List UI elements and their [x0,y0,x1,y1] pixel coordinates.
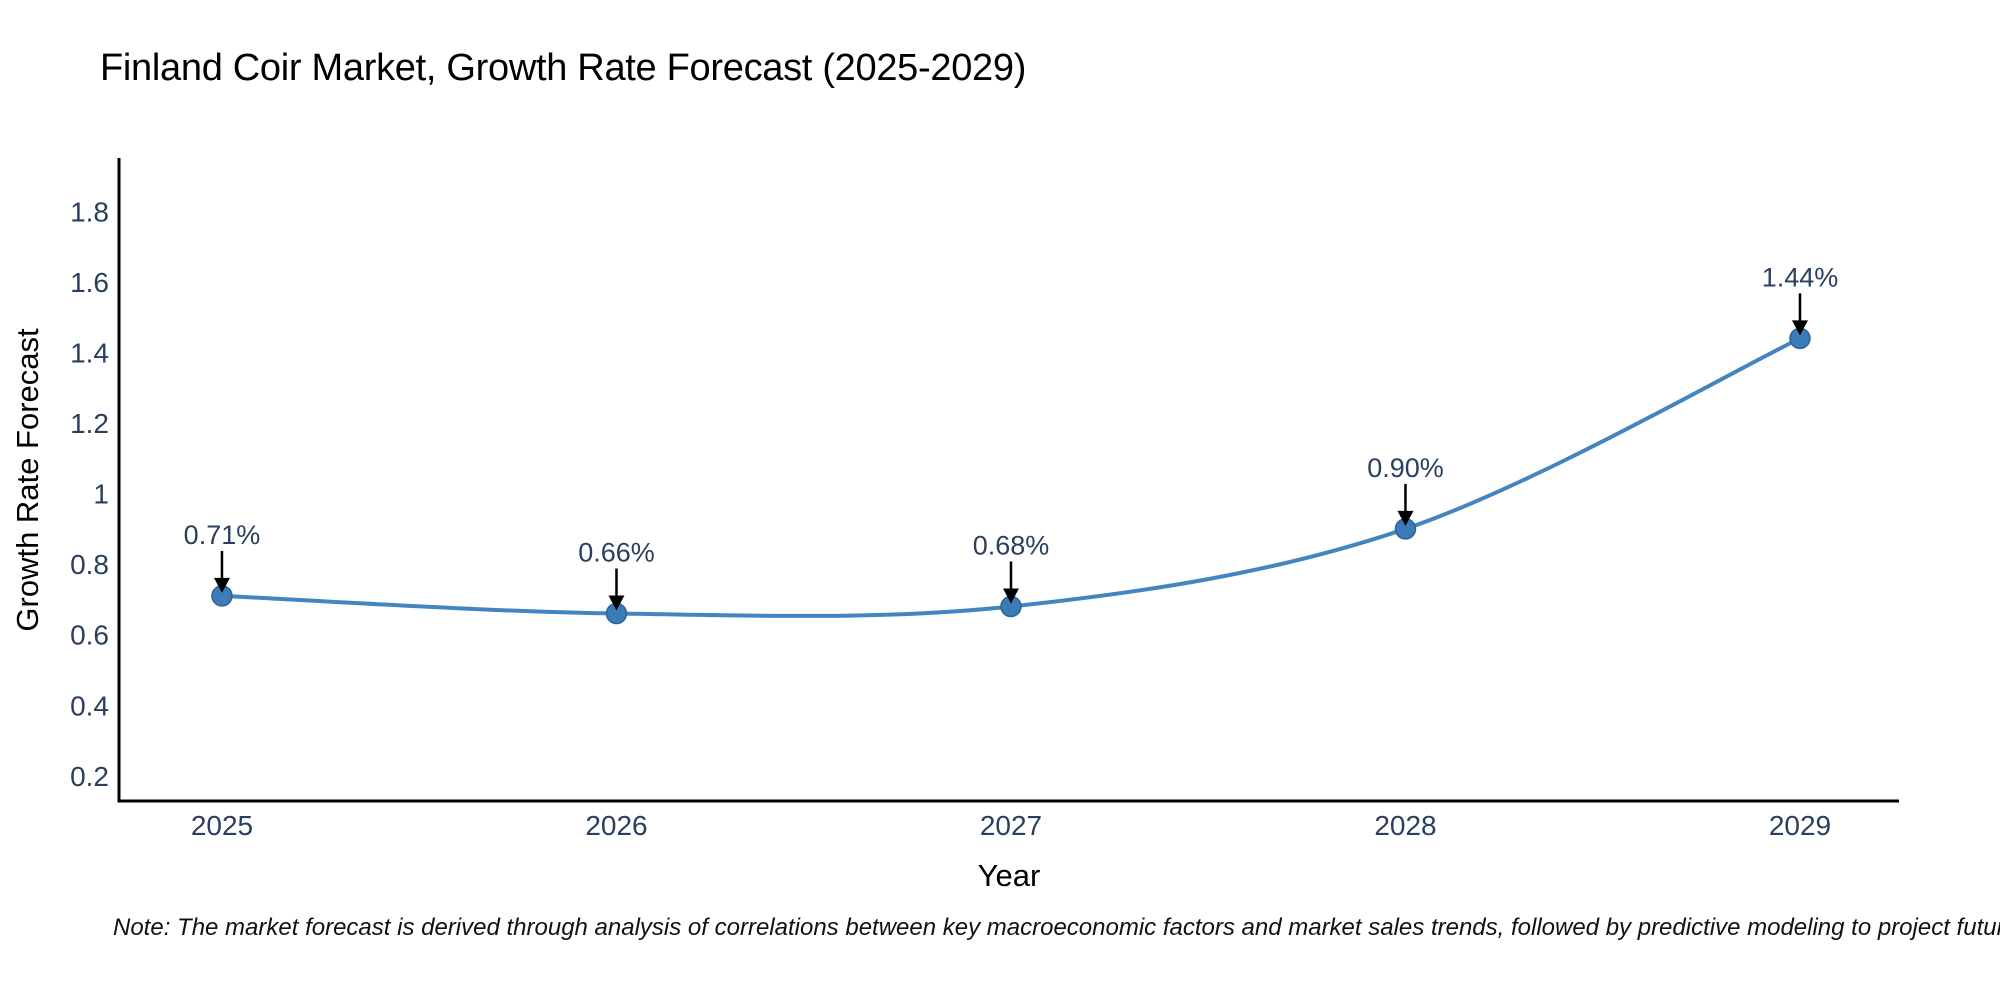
y-axis-tick-labels: 0.2 0.4 0.6 0.8 1 1.2 1.4 1.6 1.8 [70,196,109,791]
data-point-label: 0.90% [1367,453,1444,483]
x-tick-label: 2027 [980,810,1042,841]
x-axis-title: Year [978,858,1041,893]
x-tick-label: 2025 [191,810,253,841]
y-tick-label: 0.4 [70,690,109,721]
axis-line [117,158,1899,803]
annotation-arrowhead [608,595,625,611]
y-tick-label: 1.6 [70,267,109,298]
y-tick-label: 0.2 [70,761,109,792]
x-tick-label: 2026 [585,810,647,841]
annotation-arrowhead [213,577,230,593]
y-tick-label: 0.8 [70,549,109,580]
annotation-layer: 0.71% 0.66% 0.68% 0.90% 1.44% [184,262,1839,611]
y-tick-label: 1.2 [70,408,109,439]
data-point-label: 0.68% [973,530,1050,560]
y-tick-label: 1.4 [70,337,109,368]
y-tick-label: 1.8 [70,196,109,227]
x-axis-tick-labels: 2025 2026 2027 2028 2029 [191,810,1831,841]
annotation-arrowhead [1397,510,1414,526]
y-axis-title: Growth Rate Forecast [10,328,45,632]
y-tick-label: 1 [93,479,109,510]
data-point-label: 0.71% [184,520,261,550]
x-tick-label: 2028 [1374,810,1436,841]
annotation-arrowhead [1791,320,1808,336]
data-point-label: 0.66% [578,538,655,568]
y-tick-label: 0.6 [70,620,109,651]
footnote: Note: The market forecast is derived thr… [113,914,2000,941]
annotation-arrowhead [1002,588,1019,604]
x-tick-label: 2029 [1769,810,1831,841]
chart-title: Finland Coir Market, Growth Rate Forecas… [100,47,1026,89]
axis-lines [117,158,1899,803]
data-point-label: 1.44% [1762,262,1839,292]
